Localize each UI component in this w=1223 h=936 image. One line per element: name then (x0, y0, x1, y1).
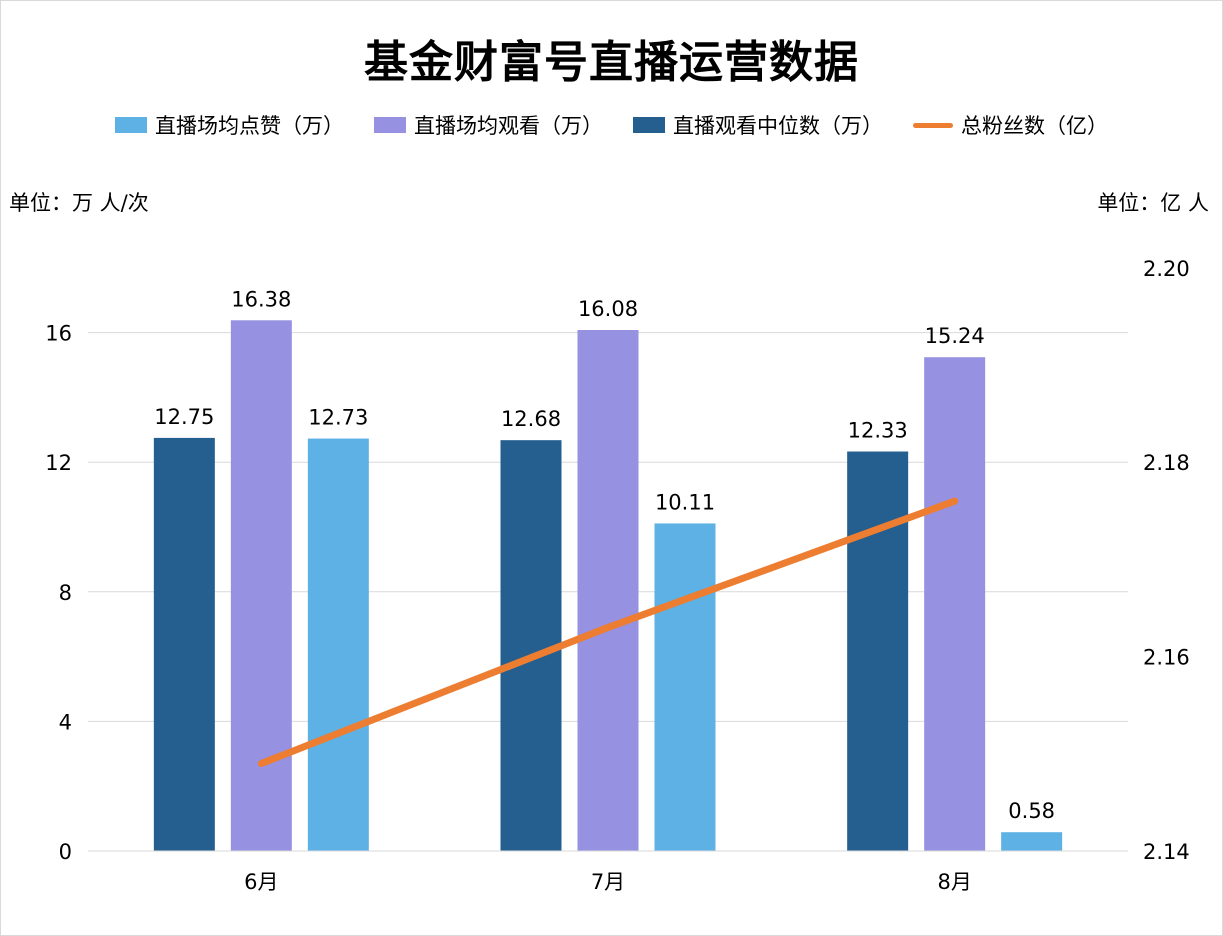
legend-swatch-likes (115, 117, 147, 133)
bar-data-label: 10.11 (655, 490, 715, 514)
left-axis-unit: 单位：万 人/次 (9, 191, 149, 215)
legend-item-median[interactable]: 直播观看中位数（万） (633, 110, 883, 140)
bar[interactable] (230, 320, 292, 852)
left-axis-tick: 16 (45, 322, 72, 346)
x-axis-category: 6月 (244, 870, 278, 894)
bar-data-label: 16.38 (231, 287, 291, 311)
bar[interactable] (924, 357, 986, 851)
bar-data-label: 12.73 (308, 406, 368, 430)
legend-item-views[interactable]: 直播场均观看（万） (374, 110, 603, 140)
right-axis-tick: 2.14 (1143, 840, 1190, 864)
left-axis-tick: 12 (45, 451, 72, 475)
x-axis-category: 8月 (937, 870, 971, 894)
bar-data-label: 15.24 (925, 324, 985, 348)
fans-line[interactable] (257, 497, 959, 768)
chart-title: 基金财富号直播运营数据 (364, 37, 859, 88)
legend-item-fans[interactable]: 总粉丝数（亿） (913, 110, 1108, 140)
bar-data-label: 12.68 (501, 407, 561, 431)
left-axis-tick: 8 (59, 581, 72, 605)
legend-label: 直播场均观看（万） (414, 114, 603, 138)
legend-line-fans (913, 122, 953, 128)
right-axis-tick: 2.18 (1143, 451, 1190, 475)
left-axis-tick: 0 (59, 840, 72, 864)
left-axis-tick: 4 (59, 710, 72, 734)
bar[interactable] (577, 330, 639, 851)
legend-label: 总粉丝数（亿） (961, 114, 1108, 138)
x-axis-category: 7月 (591, 870, 625, 894)
bar-data-label: 12.75 (154, 405, 214, 429)
bar-data-label: 16.08 (578, 297, 638, 321)
legend-item-likes[interactable]: 直播场均点赞（万） (115, 110, 344, 140)
legend: 直播场均点赞（万） 直播场均观看（万） 直播观看中位数（万） 总粉丝数（亿） (0, 110, 1223, 140)
right-axis-unit: 单位：亿 人 (1097, 191, 1209, 215)
right-axis-tick: 2.16 (1143, 646, 1190, 670)
bar[interactable] (307, 438, 369, 851)
bar[interactable] (500, 440, 562, 851)
bar[interactable] (153, 437, 215, 851)
legend-label: 直播观看中位数（万） (673, 114, 883, 138)
legend-swatch-median (633, 117, 665, 133)
bar[interactable] (1001, 832, 1063, 851)
bar-data-label: 12.33 (848, 419, 908, 443)
legend-label: 直播场均点赞（万） (155, 114, 344, 138)
right-axis-tick: 2.20 (1143, 257, 1190, 281)
bar-data-label: 0.58 (1008, 799, 1055, 823)
bar[interactable] (847, 451, 909, 851)
bar[interactable] (654, 523, 716, 851)
legend-swatch-views (374, 117, 406, 133)
